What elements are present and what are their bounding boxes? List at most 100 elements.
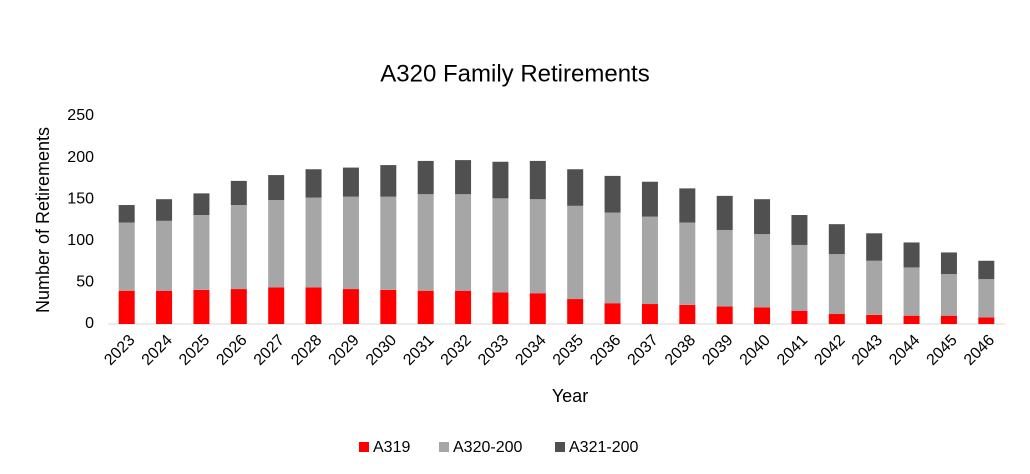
bar-segment: [118, 290, 135, 324]
bar-segment: [791, 310, 808, 324]
bar-segment: [305, 169, 322, 198]
bar-segment: [978, 260, 995, 280]
bar-segment: [417, 160, 434, 195]
y-tick-label: 150: [67, 190, 94, 207]
bar-segment: [118, 205, 135, 223]
bar-segment: [828, 254, 845, 315]
bar-segment: [492, 198, 509, 293]
bar-segment: [567, 205, 584, 300]
x-tick-label: 2034: [512, 332, 549, 369]
bar-segment: [604, 303, 621, 324]
bar-segment: [156, 199, 173, 221]
x-tick-label: 2045: [924, 332, 961, 369]
bar-segment: [679, 188, 696, 223]
x-tick-label: 2041: [774, 332, 811, 369]
x-tick-label: 2035: [550, 332, 587, 369]
x-tick-label: 2033: [475, 332, 512, 369]
bar-segment: [903, 315, 920, 324]
y-tick-label: 50: [76, 274, 94, 291]
bar-segment: [828, 314, 845, 324]
x-tick-label: 2037: [625, 332, 662, 369]
bar-segment: [903, 267, 920, 316]
bar-segment: [978, 317, 995, 324]
bar-segment: [866, 260, 883, 315]
bar-segment: [492, 292, 509, 324]
bar-segment: [342, 196, 359, 290]
y-tick-label: 250: [67, 107, 94, 124]
x-tick-label: 2025: [176, 332, 213, 369]
x-tick-label: 2038: [662, 332, 699, 369]
bar-segment: [230, 180, 247, 206]
legend-label: A321-200: [569, 439, 638, 456]
x-axis-title: Year: [552, 386, 588, 406]
bar-segment: [604, 212, 621, 304]
x-tick-label: 2044: [886, 332, 923, 369]
chart-title: A320 Family Retirements: [380, 60, 649, 87]
bar-segment: [679, 304, 696, 324]
bar-segment: [230, 205, 247, 290]
legend-swatch: [439, 442, 449, 452]
bar-segment: [754, 199, 771, 235]
legend-label: A319: [373, 439, 410, 456]
x-tick-label: 2027: [251, 332, 288, 369]
bar-segment: [268, 175, 285, 201]
x-tick-label: 2026: [213, 332, 250, 369]
bar-segment: [716, 229, 733, 307]
bar-segment: [940, 274, 957, 316]
y-tick-label: 0: [85, 315, 94, 332]
x-tick-label: 2023: [101, 332, 138, 369]
bar-segment: [978, 279, 995, 318]
legend-label: A320-200: [453, 439, 522, 456]
x-tick-label: 2046: [961, 332, 998, 369]
bar-segment: [529, 160, 546, 200]
bar-segment: [156, 220, 173, 291]
x-tick-label: 2028: [288, 332, 325, 369]
y-tick-label: 100: [67, 232, 94, 249]
bar-segment: [791, 244, 808, 311]
bar-segment: [567, 299, 584, 324]
bar-segment: [641, 181, 658, 217]
x-tick-label: 2031: [400, 332, 437, 369]
bar-segment: [193, 193, 210, 216]
bar-segment: [342, 167, 359, 197]
x-tick-label: 2032: [438, 332, 475, 369]
x-tick-label: 2030: [363, 332, 400, 369]
bar-segment: [754, 307, 771, 324]
bar-segment: [529, 199, 546, 294]
bar-segment: [679, 222, 696, 305]
bar-segment: [716, 306, 733, 324]
bar-segment: [380, 196, 397, 290]
bar-segment: [342, 289, 359, 324]
bar-segment: [417, 194, 434, 291]
y-axis-title: Number of Retirements: [33, 127, 53, 313]
x-tick-label: 2024: [139, 332, 176, 369]
y-tick-label: 200: [67, 149, 94, 166]
bar-segment: [380, 165, 397, 197]
bar-segment: [305, 197, 322, 288]
x-tick-label: 2040: [737, 332, 774, 369]
bar-segment: [641, 216, 658, 305]
bar-segment: [791, 215, 808, 245]
x-tick-label: 2042: [811, 332, 848, 369]
bar-segment: [417, 290, 434, 324]
legend-swatch: [555, 442, 565, 452]
x-tick-label: 2039: [699, 332, 736, 369]
bar-segment: [529, 293, 546, 324]
bar-segment: [268, 200, 285, 288]
bar-segment: [193, 215, 210, 290]
bar-segment: [866, 233, 883, 261]
bar-segment: [380, 289, 397, 324]
bar-segment: [305, 287, 322, 324]
bar-segment: [455, 290, 472, 324]
legend-swatch: [359, 442, 369, 452]
bar-segment: [193, 289, 210, 324]
bar-segment: [455, 160, 472, 195]
bar-segment: [754, 234, 771, 308]
x-tick-label: 2029: [326, 332, 363, 369]
bar-segment: [118, 222, 135, 291]
bar-segment: [268, 287, 285, 324]
bar-segment: [716, 195, 733, 230]
bar-segment: [828, 224, 845, 255]
x-tick-label: 2036: [587, 332, 624, 369]
